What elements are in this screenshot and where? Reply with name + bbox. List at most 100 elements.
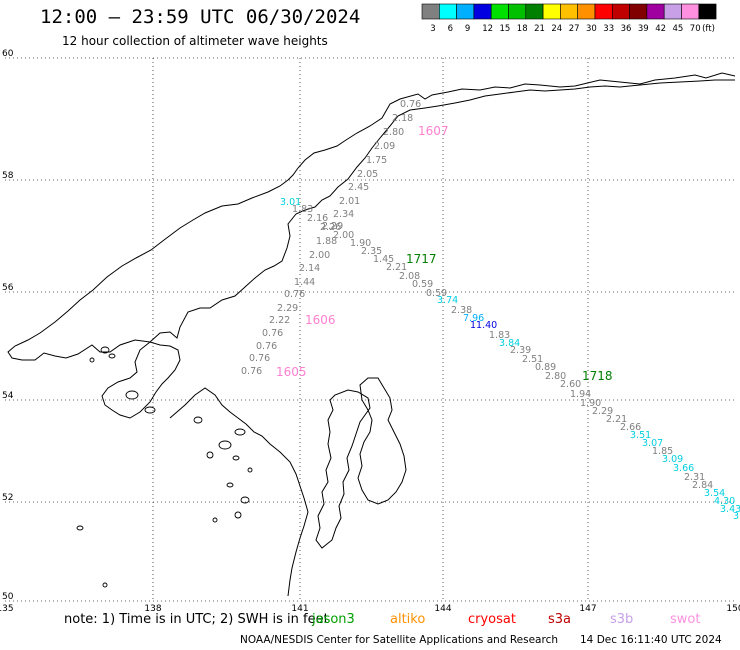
legend-label: 45 — [673, 24, 684, 34]
wave-height-label: 2.21 — [606, 414, 627, 425]
wave-height-label: 11.40 — [470, 320, 497, 331]
wave-height-label: 3.01 — [280, 197, 301, 208]
satellite-pass-label: 1606 — [305, 313, 336, 327]
wave-height-label: 3.84 — [499, 338, 520, 349]
wave-height-label: 2.38 — [451, 305, 472, 316]
legend-label: 33 — [603, 24, 614, 34]
satellite-pass-label: 1718 — [582, 369, 613, 383]
lat-tick-label: 56 — [2, 283, 14, 293]
legend-label: 9 — [465, 24, 470, 34]
legend-label: 42 — [655, 24, 666, 34]
island-outline — [232, 455, 240, 461]
wave-height-label: 0.59 — [412, 279, 433, 290]
wave-height-label: 3.51 — [630, 430, 651, 441]
wave-height-label: 7.96 — [463, 313, 484, 324]
wave-height-label: 2.00 — [333, 230, 354, 241]
satellite-legend-item: swot — [670, 612, 701, 627]
wave-height-label: 1.85 — [652, 446, 673, 457]
island-outline — [89, 357, 95, 363]
wave-height-label: 2.18 — [392, 113, 413, 124]
legend-label: 12 — [482, 24, 493, 34]
wave-height-label: 2.31 — [684, 472, 705, 483]
satellite-pass-label: 1605 — [276, 365, 307, 379]
legend-label: 15 — [500, 24, 511, 34]
island-outline — [247, 467, 253, 473]
wave-height-label: 2.05 — [357, 169, 378, 180]
wave-height-label: 3.09 — [662, 454, 683, 465]
wave-height-labels: 1607 1717 1606 1605 1718 0.76 2.18 2.80 2.09 1.75… — [241, 99, 740, 522]
wave-height-label: 0.89 — [535, 362, 556, 373]
wave-height-label: 1.83 — [489, 330, 510, 341]
wave-height-label: 2.08 — [399, 271, 420, 282]
wave-height-label: 1.90 — [580, 398, 601, 409]
footnote: note: 1) Time is in UTC; 2) SWH is in fe… — [64, 612, 329, 627]
legend-swatch — [698, 3, 717, 20]
wave-height-label: 0.59 — [426, 288, 447, 299]
satellite-legend-item: jason3 — [312, 612, 355, 627]
wave-height-label: 1.83 — [292, 204, 313, 215]
lon-tick-label: 144 — [434, 604, 451, 614]
wave-height-label: 2.45 — [348, 182, 369, 193]
lon-tick-label: 141 — [291, 604, 308, 614]
wave-height-label: 2.80 — [545, 371, 566, 382]
wave-height-label: 2.60 — [560, 379, 581, 390]
satellite-legend-item: s3b — [610, 612, 634, 627]
wave-height-label: 2.66 — [620, 422, 641, 433]
wave-height-label: 3.54 — [704, 488, 725, 499]
island-outline — [234, 511, 242, 519]
legend-label: 30 — [586, 24, 597, 34]
lat-tick-label: 58 — [2, 171, 14, 181]
wave-height-label: 2.29 — [322, 221, 343, 232]
island-coast — [101, 341, 181, 419]
wave-height-label: 0.76 — [262, 328, 283, 339]
satellite-legend-item: cryosat — [468, 612, 516, 627]
wave-height-label: 2.01 — [339, 196, 360, 207]
island-outline — [76, 525, 84, 531]
color-legend: 3 6 9 12 15 18 21 24 27 30 33 36 39 42 45 70 (ft) — [421, 3, 717, 34]
satellite-pass-label: 1607 — [418, 124, 449, 138]
wave-height-label: 1.90 — [350, 238, 371, 249]
wave-height-label: 2.29 — [277, 303, 298, 314]
wave-height-label: 2.14 — [299, 263, 320, 274]
island-outline — [144, 406, 156, 414]
coastline — [7, 72, 736, 597]
wave-height-label: 0.76 — [400, 99, 421, 110]
legend-label: 3 — [430, 24, 435, 34]
island-outline — [100, 346, 110, 354]
wave-height-label: 2.84 — [692, 480, 713, 491]
wave-height-label: 2.16 — [307, 213, 328, 224]
lon-tick-label: 135 — [0, 604, 14, 614]
island-outline — [206, 451, 214, 459]
satellite-legend-item: s3a — [548, 612, 572, 627]
wave-height-label: 2.29 — [592, 406, 613, 417]
island-outline — [240, 496, 250, 504]
axis-ticks: 135 138 141 144 147 150 60 58 56 54 52 50 — [0, 49, 740, 614]
map-grid — [5, 57, 735, 602]
wave-height-label: 2.34 — [333, 209, 354, 220]
wave-height-label: 2.21 — [386, 262, 407, 273]
page-subtitle: 12 hour collection of altimeter wave hei… — [62, 34, 328, 48]
legend-label: 36 — [621, 24, 632, 34]
map-plot: 135138141144147150605856545250 160717171… — [0, 49, 740, 614]
legend-label: 70 — [690, 24, 701, 34]
wave-height-label: 3.07 — [642, 438, 663, 449]
lon-tick-label: 150 — [726, 604, 740, 614]
satellite-legend-item: altiko — [390, 612, 426, 627]
wave-height-label: 1.88 — [316, 236, 337, 247]
wave-height-label: 2.00 — [309, 250, 330, 261]
wave-height-label: 3.74 — [437, 295, 458, 306]
timestamp: 14 Dec 16:11:40 UTC 2024 — [580, 634, 722, 646]
wave-height-label: 2.09 — [374, 141, 395, 152]
satellite-pass-label: 1717 — [406, 252, 437, 266]
wave-height-label: 2.26 — [320, 222, 341, 233]
wave-height-label: 2.51 — [522, 354, 543, 365]
wave-height-label: 2.80 — [383, 127, 404, 138]
island-outline — [193, 416, 203, 424]
lon-tick-label: 138 — [144, 604, 161, 614]
lat-tick-label: 54 — [2, 391, 14, 401]
island-outline — [212, 517, 218, 523]
mainland-coast — [7, 72, 736, 361]
wave-height-label: 2.39 — [510, 345, 531, 356]
island-outline — [125, 390, 139, 400]
